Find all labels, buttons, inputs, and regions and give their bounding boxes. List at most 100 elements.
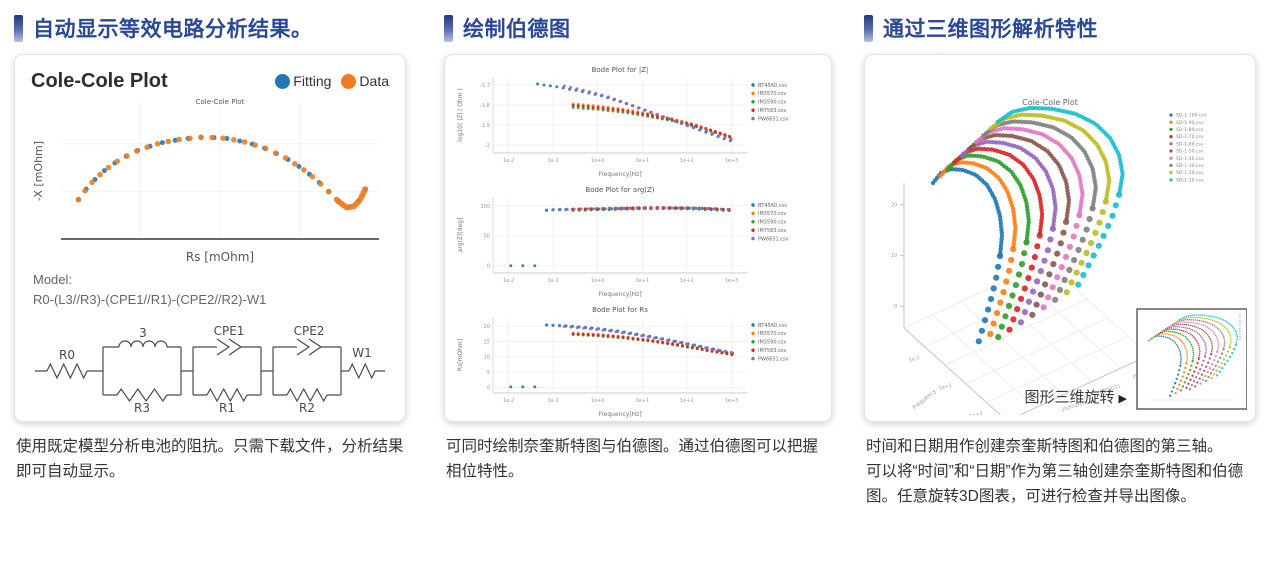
svg-text:1e-2: 1e-2	[503, 398, 514, 404]
chart-svg: 1e-2 1e-1 1e+0 1e+1 1e+2 1e+3 0 5 10 15 20 Bode Plo…	[457, 306, 789, 418]
svg-text:1e-2: 1e-2	[503, 158, 514, 164]
svg-text:-X [mOhm]: -X [mOhm]	[32, 141, 45, 201]
data-label: Data	[359, 73, 389, 89]
svg-text:SD-1-100.csv: SD-1-100.csv	[1176, 113, 1207, 119]
svg-text:1e+0: 1e+0	[591, 158, 605, 164]
svg-text:SD-1-50.csv: SD-1-50.csv	[1176, 149, 1204, 155]
svg-text:IM3570.csv: IM3570.csv	[758, 211, 786, 217]
svg-text:0: 0	[894, 304, 897, 310]
bode-plot-arg-z: 1e-2 1e-1 1e+0 1e+1 1e+2 1e+3 0 50 100 Bode Plot …	[451, 183, 825, 300]
svg-text:Cole-Cole Plot: Cole-Cole Plot	[196, 98, 245, 106]
inductor-l3	[118, 340, 168, 348]
section3-caption-line1: 时间和日期用作创建奈奎斯特图和伯德图的第三轴。	[866, 438, 1223, 455]
equivalent-circuit-diagram: R0 3 CPE1 CPE2 W1 R3 R1 R2	[35, 324, 385, 415]
model-block: Model: R0-(L3//R3)-(CPE1//R1)-(CPE2//R2)…	[33, 270, 389, 309]
svg-text:1e+0: 1e+0	[591, 278, 605, 284]
section3-caption: 时间和日期用作创建奈奎斯特图和伯德图的第三轴。 可以将“时间”和“日期”作为第三…	[866, 434, 1254, 509]
cole-cole-3d-chart: Cole-Cole Plot1e-11e+11e+3Frequency2020/…	[873, 63, 1248, 429]
cole-cole-title: Cole-Cole Plot	[31, 69, 168, 92]
resistor-r1	[206, 387, 248, 403]
bode-stack: 1e-2 1e-1 1e+0 1e+1 1e+2 1e+3 -1.7 -1.8 -1.9 -2 Bo…	[451, 63, 825, 420]
section2-heading: 绘制伯德图	[444, 10, 832, 46]
svg-text:50: 50	[484, 234, 490, 240]
chart-3d-svg: Cole-Cole Plot1e-11e+11e+3Frequency2020/…	[891, 98, 1248, 429]
label-w1: W1	[352, 346, 372, 360]
svg-text:-1.7: -1.7	[480, 83, 490, 89]
label-cpe1: CPE1	[214, 324, 245, 338]
svg-text:IM3570.csv: IM3570.csv	[758, 91, 786, 97]
svg-text:-1.9: -1.9	[480, 123, 490, 129]
chart-svg: Cole-Cole Plot Rs [mOhm] -X [mOhm]	[32, 98, 379, 264]
svg-text:SD-1-10.csv: SD-1-10.csv	[1176, 177, 1204, 183]
svg-text:SD-1-20.csv: SD-1-20.csv	[1176, 170, 1204, 176]
svg-text:BT4560.csv: BT4560.csv	[758, 83, 787, 89]
label-r3: R3	[134, 401, 150, 415]
svg-text:1e+2: 1e+2	[680, 278, 694, 284]
block3-frame	[272, 346, 342, 396]
section1-heading: 自动显示等效电路分析结果。	[14, 10, 406, 46]
label-r1: R1	[219, 401, 235, 415]
bode-plot-rs: 1e-2 1e-1 1e+0 1e+1 1e+2 1e+3 0 5 10 15 20 Bode Plo…	[451, 303, 825, 420]
heading-accent-bar	[14, 14, 23, 42]
svg-text:1e-1: 1e-1	[548, 398, 559, 404]
svg-text:log10( |Z| / Ohm ): log10( |Z| / Ohm )	[457, 88, 464, 142]
svg-text:IM3590.csv: IM3590.csv	[758, 220, 786, 226]
bode-plots-card: 1e-2 1e-1 1e+0 1e+1 1e+2 1e+3 -1.7 -1.8 -1.9 -2 Bo…	[444, 54, 832, 422]
svg-text:PW6651.csv: PW6651.csv	[758, 236, 789, 242]
svg-text:1e-2: 1e-2	[503, 278, 514, 284]
section3-heading: 通过三维图形解析特性	[864, 10, 1256, 46]
svg-text:Bode Plot for |Z|: Bode Plot for |Z|	[592, 66, 649, 74]
section-bode-plots: 绘制伯德图 1e-2 1e-1 1e+0 1e+1 1e+2 1e+3 -1.7 -1.8 -1…	[444, 10, 832, 484]
svg-text:1e+3: 1e+3	[969, 410, 983, 415]
model-formula: R0-(L3//R3)-(CPE1//R1)-(CPE2//R2)-W1	[33, 291, 267, 307]
cpe1-symbol	[216, 338, 243, 356]
svg-text:PW6651.csv: PW6651.csv	[758, 356, 789, 362]
svg-text:Frequency[Hz]: Frequency[Hz]	[598, 411, 641, 418]
rotate-3d-hint-text: 图形三维旋转	[1024, 389, 1115, 406]
svg-text:1e+1: 1e+1	[938, 383, 952, 392]
svg-text:Frequency: Frequency	[912, 388, 938, 411]
heading-accent-bar	[864, 14, 873, 42]
resistor-r3	[116, 387, 168, 403]
svg-text:1e+2: 1e+2	[680, 398, 694, 404]
label-l3: 3	[139, 326, 147, 340]
section1-caption: 使用既定模型分析电池的阻抗。只需下载文件，分析结果即可自动显示。	[16, 434, 404, 484]
svg-text:SD-1-70.csv: SD-1-70.csv	[1176, 134, 1204, 140]
svg-text:Rs[mOhm]: Rs[mOhm]	[457, 339, 464, 371]
svg-text:IM7583.csv: IM7583.csv	[758, 348, 786, 354]
svg-text:arg(Z)[deg]: arg(Z)[deg]	[457, 218, 464, 253]
svg-text:-1.8: -1.8	[480, 103, 490, 109]
section-equivalent-circuit: 自动显示等效电路分析结果。 Cole-Cole Plot Fitting Dat…	[14, 10, 406, 484]
svg-text:Frequency[Hz]: Frequency[Hz]	[598, 291, 641, 298]
resistor-r0	[46, 362, 88, 380]
svg-text:0: 0	[487, 264, 490, 270]
svg-text:IM7583.csv: IM7583.csv	[758, 228, 786, 234]
play-arrow-icon: ▶	[1118, 393, 1127, 405]
section-3d-analysis: 通过三维图形解析特性 Cole-Cole Plot 1e-1 1e+1 1e+3 Fre…	[864, 10, 1256, 509]
svg-text:1e+3: 1e+3	[725, 278, 739, 284]
heading-accent-bar	[444, 14, 453, 42]
svg-text:20: 20	[891, 202, 897, 208]
svg-text:IM7583.csv: IM7583.csv	[758, 108, 786, 114]
section1-heading-text: 自动显示等效电路分析结果。	[33, 18, 313, 41]
svg-text:BT4560.csv: BT4560.csv	[758, 203, 787, 209]
section3-caption-line2: 可以将“时间”和“日期”作为第三轴创建奈奎斯特图和伯德图。任意旋转3D图表，可进…	[866, 463, 1244, 506]
label-r2: R2	[299, 401, 315, 415]
svg-text:100: 100	[480, 204, 490, 210]
svg-text:Bode Plot for Rs: Bode Plot for Rs	[592, 306, 648, 314]
cole-cole-card: Cole-Cole Plot Fitting Data Cole-Cole Pl…	[14, 54, 406, 422]
resistor-r2	[286, 387, 328, 403]
svg-text:1e-1: 1e-1	[548, 158, 559, 164]
cole-cole-3d-card: Cole-Cole Plot1e-11e+11e+3Frequency2020/…	[864, 54, 1256, 429]
fitting-marker-icon	[275, 73, 291, 89]
svg-text:1e+1: 1e+1	[635, 278, 649, 284]
svg-text:IM3590.csv: IM3590.csv	[758, 100, 786, 106]
svg-text:0: 0	[487, 385, 490, 391]
cpe2-symbol	[296, 338, 323, 356]
section2-heading-text: 绘制伯德图	[463, 18, 571, 41]
svg-text:15: 15	[484, 339, 490, 345]
rotate-3d-hint[interactable]: 图形三维旋转 ▶	[1025, 386, 1127, 407]
section3-heading-text: 通过三维图形解析特性	[883, 18, 1098, 41]
model-label: Model:	[33, 272, 73, 287]
svg-text:IM3570.csv: IM3570.csv	[758, 331, 786, 337]
